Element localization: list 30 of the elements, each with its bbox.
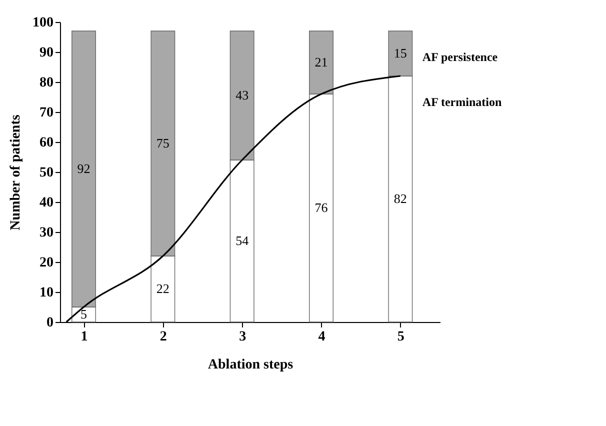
x-tick-label: 2 [160, 330, 167, 344]
data-label: 21 [314, 54, 328, 70]
data-label: 22 [156, 281, 170, 296]
series-label: AF persistence [422, 50, 498, 64]
y-tick-label: 50 [40, 166, 54, 180]
y-tick-label: 70 [40, 106, 54, 120]
data-label: 82 [394, 191, 407, 206]
x-tick-label: 1 [80, 330, 88, 344]
data-label: 5 [80, 306, 87, 322]
y-tick-label: 80 [40, 76, 54, 90]
y-tick-label: 30 [40, 226, 54, 240]
y-axis-title: Number of patients [8, 114, 24, 230]
y-tick-label: 20 [40, 256, 54, 270]
data-label: 43 [236, 88, 249, 102]
data-label: 92 [77, 161, 90, 176]
y-tick-label: 60 [40, 136, 54, 150]
x-tick-label: 5 [397, 330, 404, 344]
data-label: 76 [314, 200, 328, 215]
x-axis-title: Ablation steps [208, 358, 294, 372]
y-tick-label: 100 [32, 16, 54, 30]
y-tick-label: 90 [40, 46, 54, 60]
y-tick-label: 10 [40, 286, 54, 300]
x-tick-label: 3 [239, 330, 246, 344]
data-label: 15 [394, 46, 407, 60]
y-tick-label: 40 [40, 196, 54, 210]
data-label: 75 [156, 136, 170, 150]
y-tick-label: 0 [46, 316, 54, 330]
series-label: AF termination [422, 95, 502, 109]
data-label: 54 [236, 233, 250, 248]
x-tick-label: 4 [318, 330, 326, 344]
